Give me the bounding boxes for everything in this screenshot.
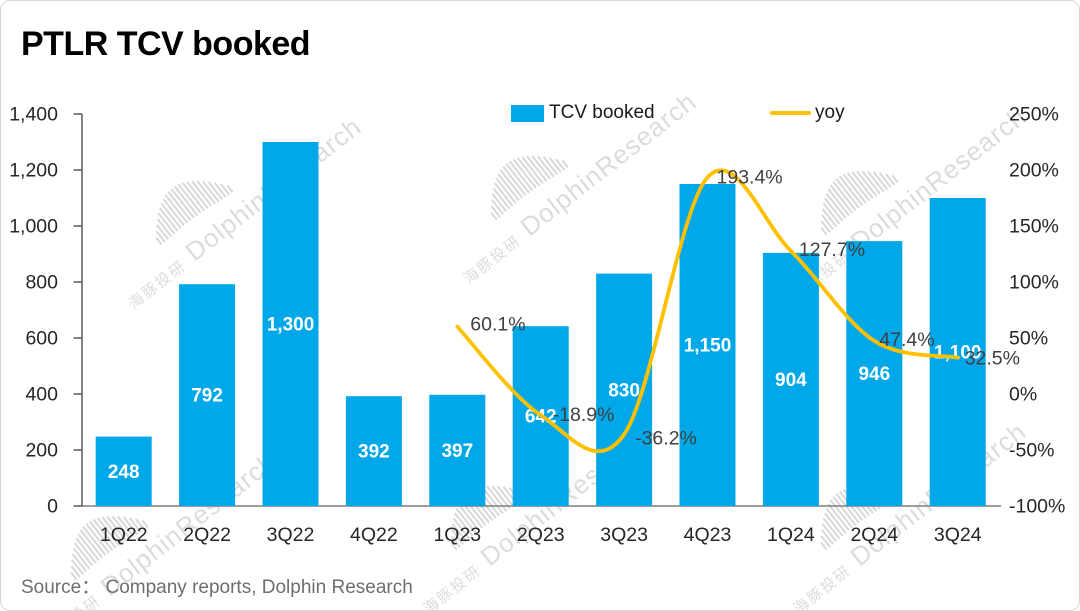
svg-text:392: 392 bbox=[358, 442, 390, 463]
legend-label-yoy: yoy bbox=[815, 102, 845, 123]
svg-text:47.4%: 47.4% bbox=[879, 329, 934, 351]
svg-text:250%: 250% bbox=[1009, 104, 1059, 126]
svg-text:1,300: 1,300 bbox=[267, 315, 315, 336]
svg-text:100%: 100% bbox=[1009, 272, 1059, 294]
svg-text:32.5%: 32.5% bbox=[965, 348, 1020, 370]
svg-text:600: 600 bbox=[25, 328, 58, 350]
legend-item-tcv-booked: TCV booked bbox=[511, 101, 655, 125]
svg-text:3Q22: 3Q22 bbox=[267, 524, 315, 546]
svg-text:193.4%: 193.4% bbox=[717, 166, 783, 188]
svg-text:2Q24: 2Q24 bbox=[850, 524, 898, 546]
svg-text:1,400: 1,400 bbox=[9, 104, 58, 126]
svg-text:1Q23: 1Q23 bbox=[433, 524, 481, 546]
svg-text:397: 397 bbox=[441, 441, 473, 462]
svg-text:0%: 0% bbox=[1009, 384, 1037, 406]
svg-text:1Q24: 1Q24 bbox=[767, 524, 815, 546]
svg-text:0: 0 bbox=[47, 496, 58, 518]
svg-text:200: 200 bbox=[25, 440, 58, 462]
svg-text:1,000: 1,000 bbox=[9, 216, 58, 238]
svg-text:-50%: -50% bbox=[1009, 440, 1055, 462]
legend: TCV booked yoy bbox=[1, 101, 1079, 125]
svg-text:2Q23: 2Q23 bbox=[517, 524, 565, 546]
svg-text:400: 400 bbox=[25, 384, 58, 406]
source-note: Source： Company reports, Dolphin Researc… bbox=[21, 577, 413, 598]
svg-text:-100%: -100% bbox=[1009, 496, 1065, 518]
svg-text:-36.2%: -36.2% bbox=[635, 428, 697, 450]
svg-text:904: 904 bbox=[775, 370, 807, 391]
line-series-swatch-icon bbox=[770, 111, 811, 115]
svg-text:1Q22: 1Q22 bbox=[100, 524, 148, 546]
svg-text:248: 248 bbox=[108, 462, 140, 483]
svg-text:4Q22: 4Q22 bbox=[350, 524, 398, 546]
svg-text:946: 946 bbox=[858, 364, 890, 385]
svg-text:792: 792 bbox=[191, 386, 223, 407]
svg-text:4Q23: 4Q23 bbox=[684, 524, 732, 546]
svg-text:50%: 50% bbox=[1009, 328, 1048, 350]
svg-text:60.1%: 60.1% bbox=[470, 314, 525, 336]
svg-text:-18.9%: -18.9% bbox=[553, 404, 615, 426]
svg-text:830: 830 bbox=[608, 380, 640, 401]
svg-text:800: 800 bbox=[25, 272, 58, 294]
chart-title: PTLR TCV booked bbox=[21, 25, 311, 63]
svg-text:1,150: 1,150 bbox=[684, 336, 732, 357]
svg-text:127.7%: 127.7% bbox=[799, 239, 865, 261]
svg-text:150%: 150% bbox=[1009, 216, 1059, 238]
bar-series-swatch-icon bbox=[511, 104, 544, 122]
legend-item-yoy: yoy bbox=[770, 101, 845, 125]
svg-text:3Q23: 3Q23 bbox=[600, 524, 648, 546]
svg-text:3Q24: 3Q24 bbox=[934, 524, 982, 546]
svg-text:200%: 200% bbox=[1009, 160, 1059, 182]
svg-text:2Q22: 2Q22 bbox=[183, 524, 231, 546]
legend-label-tcv-booked: TCV booked bbox=[549, 102, 655, 123]
svg-text:1,200: 1,200 bbox=[9, 160, 58, 182]
